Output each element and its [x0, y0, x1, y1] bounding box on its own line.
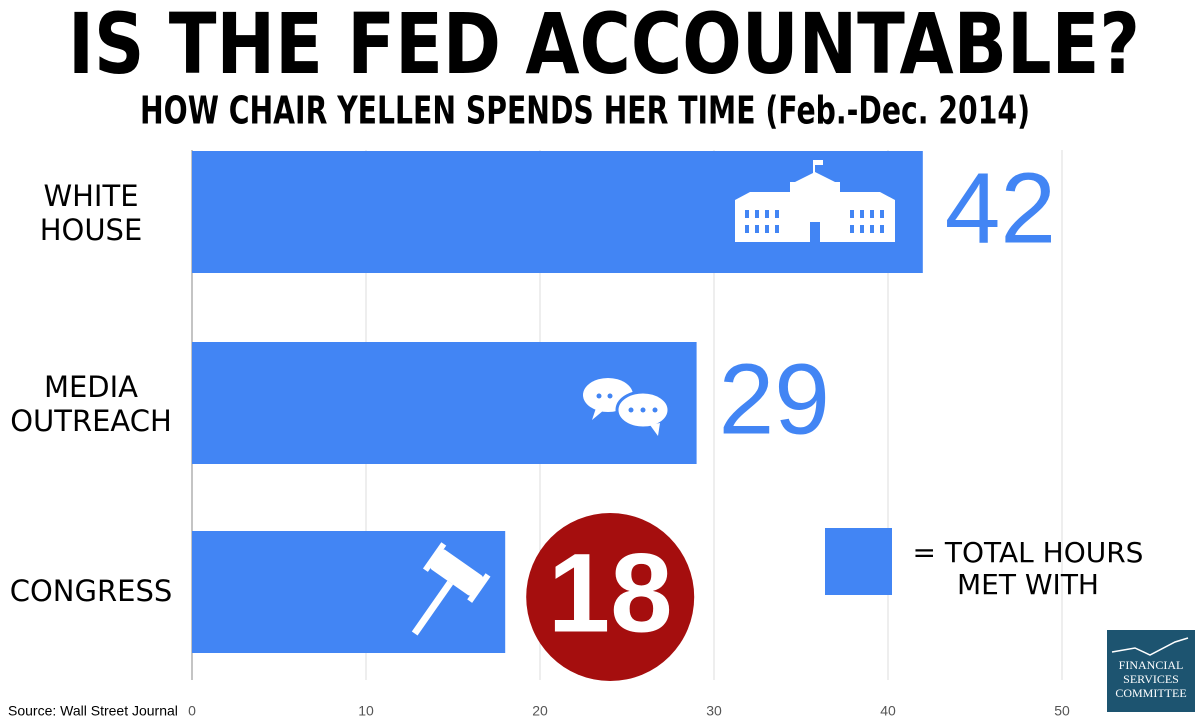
- logo-box: [1107, 630, 1195, 712]
- x-tick-label: 20: [532, 703, 548, 719]
- category-label: WHITE HOUSE: [39, 179, 143, 247]
- value-label-background: [526, 513, 695, 681]
- gavel-icon: [411, 542, 491, 636]
- chart-title: IS THE FED ACCOUNTABLE?: [68, 0, 1140, 93]
- x-tick-label: 50: [1054, 703, 1070, 719]
- x-tick-label: 40: [880, 703, 896, 719]
- x-tick-label: 0: [188, 703, 196, 719]
- speech-icon: [583, 378, 671, 436]
- value-label: 18: [548, 531, 673, 656]
- bar: [192, 531, 506, 653]
- category-label: CONGRESS: [9, 574, 173, 608]
- x-tick-label: 10: [358, 703, 374, 719]
- logo-line: [1111, 637, 1189, 656]
- source: Source: Wall Street Journal: [8, 703, 178, 719]
- legend-swatch: [825, 528, 892, 595]
- value-label: 42: [945, 152, 1056, 264]
- x-tick-label: 30: [706, 703, 722, 719]
- white-house-icon: [735, 160, 895, 242]
- value-label: 29: [719, 343, 830, 455]
- category-label: MEDIA OUTREACH: [10, 370, 172, 438]
- legend-label: = TOTAL HOURS MET WITH: [912, 536, 1144, 601]
- logo-text: FINANCIAL SERVICES COMMITTEE: [1115, 658, 1187, 700]
- chart-subtitle: HOW CHAIR YELLEN SPENDS HER TIME (Feb.-D…: [140, 89, 1030, 133]
